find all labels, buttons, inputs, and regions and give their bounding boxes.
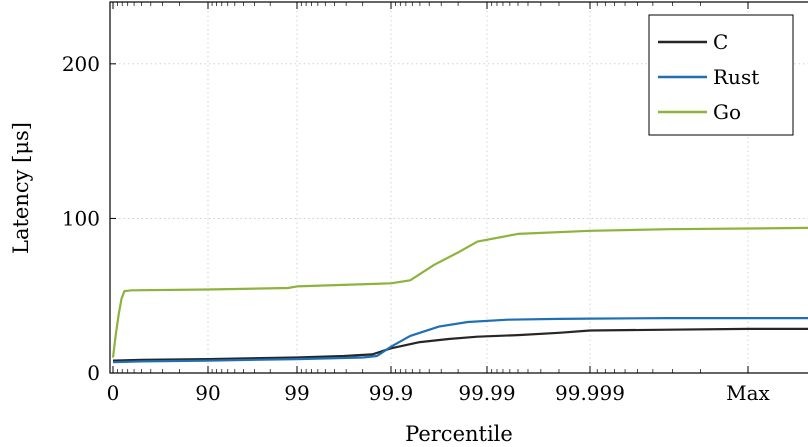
- plot-frame: [109, 1, 808, 374]
- x-tick-label: 99.9: [369, 381, 414, 405]
- legend-label-c: C: [713, 30, 728, 54]
- y-tick-label: 0: [87, 361, 100, 385]
- x-tick-label: 90: [195, 381, 220, 405]
- y-axis-label: Latency [μs]: [9, 122, 33, 254]
- x-tick-label: 99.99: [458, 381, 515, 405]
- x-tick-label: Max: [726, 381, 770, 405]
- y-tick-labels: 0 100 200: [62, 52, 100, 385]
- y-tick-label: 200: [62, 52, 100, 76]
- legend: C Rust Go: [648, 14, 794, 136]
- legend-label-go: Go: [713, 100, 741, 124]
- series-layer: [111, 226, 808, 364]
- series-line-c: [112, 327, 808, 362]
- y-tick-label: 100: [62, 206, 100, 230]
- minor-ticks: [112, 2, 749, 373]
- x-axis-label: Percentile: [405, 422, 513, 446]
- x-tick-label: 99: [284, 381, 309, 405]
- legend-box: [648, 14, 794, 136]
- legend-label-rust: Rust: [713, 65, 759, 89]
- x-tick-label: 99.999: [555, 381, 625, 405]
- x-tick-label: 0: [107, 381, 120, 405]
- series-line-go: [111, 226, 808, 358]
- series-line-rust: [112, 317, 808, 364]
- x-tick-labels: 0 90 99 99.9 99.99 99.999 Max: [107, 381, 771, 405]
